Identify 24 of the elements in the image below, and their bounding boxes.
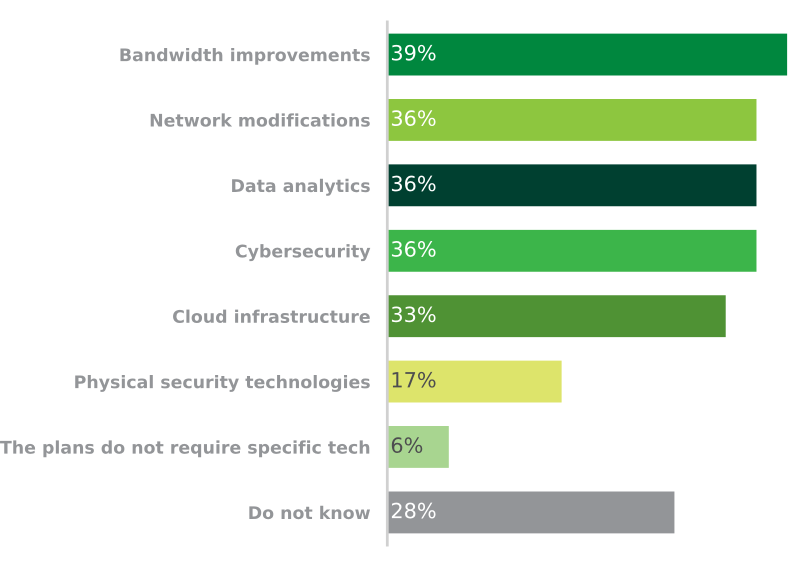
y-tick-label: Network modifications <box>150 113 370 127</box>
data-label: 36% <box>392 176 436 192</box>
y-tick-label: The plans do not require specific tech <box>0 440 370 458</box>
data-label: 6% <box>392 437 422 454</box>
bar <box>387 426 449 468</box>
bar <box>387 99 756 141</box>
bar <box>387 295 726 338</box>
y-tick-label: Do not know <box>249 506 370 520</box>
data-label: 39% <box>392 44 436 61</box>
bar <box>387 360 562 403</box>
data-label: 28% <box>392 502 436 518</box>
y-tick-label: Cloud infrastructure <box>173 310 370 324</box>
bar <box>387 230 756 272</box>
bar <box>387 491 674 534</box>
y-tick-label: Bandwidth improvements <box>120 48 370 65</box>
y-tick-label: Cybersecurity <box>236 244 370 262</box>
data-label: 36% <box>392 110 436 126</box>
y-tick-label: Data analytics <box>232 178 370 196</box>
data-label: 33% <box>392 306 436 322</box>
data-label: 36% <box>392 241 436 257</box>
bar <box>387 164 756 206</box>
data-label: 17% <box>392 372 436 388</box>
y-tick-label: Physical security technologies <box>75 374 370 392</box>
bar <box>387 34 788 76</box>
